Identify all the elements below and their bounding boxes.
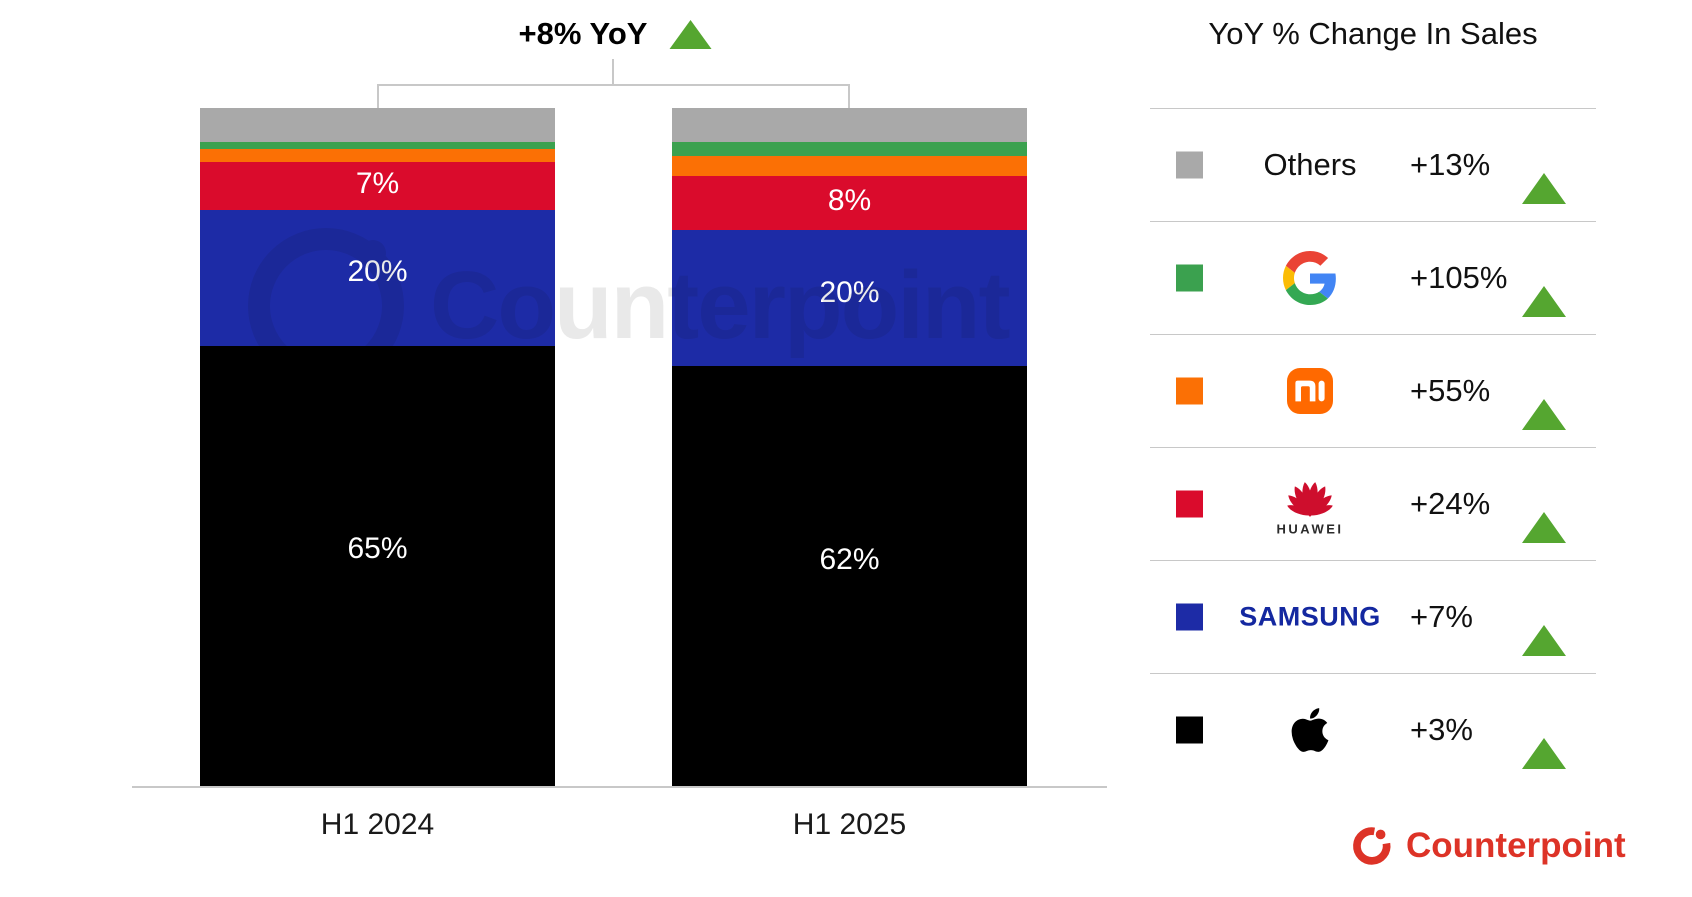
- bar-segment-xiaomi: [200, 148, 555, 163]
- legend-row-huawei: HUAWEI +24%: [1150, 447, 1596, 560]
- x-axis-label: H1 2025: [792, 808, 907, 841]
- bar-segment-huawei: 8%: [672, 175, 1027, 231]
- bar-segment-samsung: 20%: [200, 209, 555, 346]
- up-triangle-icon: [1522, 495, 1566, 543]
- legend-row-xiaomi: +55%: [1150, 334, 1596, 447]
- huawei-wordmark: HUAWEI: [1276, 521, 1344, 537]
- yoy-change-value: +24%: [1410, 486, 1491, 521]
- legend-row-samsung: SAMSUNG +7%: [1150, 560, 1596, 673]
- huawei-logo-icon: [1287, 482, 1333, 517]
- bar-segment-google: [200, 141, 555, 149]
- bar-value-label: 20%: [347, 255, 408, 289]
- legend-swatch: [1176, 490, 1203, 518]
- legend-title: YoY % Change In Sales: [1208, 16, 1538, 51]
- x-axis-line: [132, 786, 1107, 788]
- legend-row-google: +105%: [1150, 221, 1596, 334]
- bar-value-label: 20%: [819, 275, 880, 309]
- bar-segment-others: [200, 108, 555, 142]
- legend-swatch: [1176, 716, 1203, 744]
- legend-row-apple: +3%: [1150, 673, 1596, 786]
- bar-segment-apple: 62%: [672, 366, 1027, 787]
- yoy-change-value: +105%: [1410, 260, 1508, 295]
- bar-segment-google: [672, 141, 1027, 156]
- counterpoint-logo: Counterpoint: [1352, 824, 1626, 868]
- bar-segment-xiaomi: [672, 155, 1027, 176]
- up-triangle-icon: [1522, 608, 1566, 656]
- legend-row-others: Others +13%: [1150, 108, 1596, 221]
- yoy-annotation-label: +8% YoY: [518, 16, 648, 51]
- up-triangle-icon: [669, 19, 712, 49]
- legend-panel: Others +13% +105%: [1150, 108, 1596, 786]
- up-triangle-icon: [1522, 156, 1566, 204]
- yoy-change-value: +13%: [1410, 147, 1491, 182]
- bar-h1-2024: 65% 20% 7%: [200, 108, 555, 787]
- counterpoint-wordmark: Counterpoint: [1406, 826, 1626, 865]
- bar-h1-2025: 62% 20% 8%: [672, 108, 1027, 787]
- apple-logo-icon: [1291, 708, 1329, 752]
- bar-value-label: 62%: [819, 542, 880, 576]
- bar-value-label: 7%: [355, 167, 400, 201]
- up-triangle-icon: [1522, 721, 1566, 769]
- legend-swatch: [1176, 151, 1203, 179]
- bar-value-label: 8%: [827, 183, 872, 217]
- legend-swatch: [1176, 377, 1203, 405]
- yoy-change-value: +3%: [1410, 712, 1473, 747]
- bar-segment-huawei: 7%: [200, 162, 555, 210]
- x-axis-label: H1 2024: [320, 808, 435, 841]
- bar-segment-samsung: 20%: [672, 230, 1027, 367]
- bracket-line: [612, 59, 614, 85]
- yoy-annotation: +8% YoY: [519, 16, 712, 52]
- bar-segment-apple: 65%: [200, 345, 555, 787]
- google-logo-icon: [1283, 251, 1336, 305]
- bracket-line: [377, 84, 850, 86]
- yoy-change-value: +7%: [1410, 599, 1473, 634]
- xiaomi-logo-icon: [1287, 368, 1333, 414]
- samsung-wordmark: SAMSUNG: [1239, 601, 1381, 632]
- legend-swatch: [1176, 264, 1203, 292]
- legend-swatch: [1176, 603, 1203, 631]
- yoy-change-value: +55%: [1410, 373, 1491, 408]
- bar-segment-others: [672, 108, 1027, 142]
- up-triangle-icon: [1522, 382, 1566, 430]
- bracket-line: [848, 84, 850, 108]
- up-triangle-icon: [1522, 269, 1566, 317]
- legend-brand-label: Others: [1263, 147, 1357, 182]
- bar-value-label: 65%: [347, 531, 408, 565]
- bracket-line: [377, 84, 379, 108]
- counterpoint-logo-icon: [1353, 827, 1391, 865]
